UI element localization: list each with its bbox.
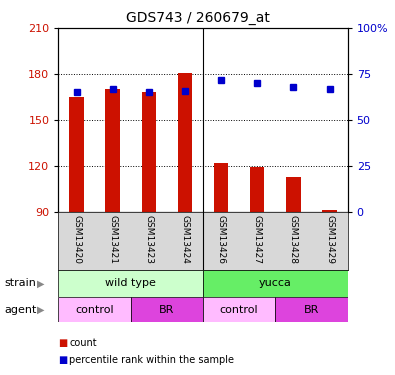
- Bar: [286, 177, 301, 212]
- Text: agent: agent: [4, 304, 36, 315]
- Text: ■: ■: [58, 355, 68, 364]
- Text: GSM13426: GSM13426: [216, 215, 226, 264]
- Bar: [58, 297, 131, 322]
- Bar: [203, 270, 348, 297]
- Text: wild type: wild type: [105, 279, 156, 288]
- Bar: [131, 297, 203, 322]
- Bar: [203, 297, 275, 322]
- Bar: [322, 210, 337, 212]
- Text: GSM13427: GSM13427: [253, 215, 262, 264]
- Text: percentile rank within the sample: percentile rank within the sample: [69, 355, 234, 364]
- Text: count: count: [69, 338, 97, 348]
- Bar: [141, 93, 156, 212]
- Bar: [214, 163, 228, 212]
- Text: GSM13428: GSM13428: [289, 215, 298, 264]
- Text: GDS743 / 260679_at: GDS743 / 260679_at: [126, 11, 269, 25]
- Text: ▶: ▶: [37, 304, 44, 315]
- Text: GSM13429: GSM13429: [325, 215, 334, 264]
- Text: BR: BR: [304, 304, 319, 315]
- Text: GSM13421: GSM13421: [108, 215, 117, 264]
- Bar: [275, 297, 348, 322]
- Bar: [178, 72, 192, 212]
- Bar: [250, 168, 265, 212]
- Text: control: control: [220, 304, 258, 315]
- Bar: [58, 270, 203, 297]
- Text: BR: BR: [159, 304, 175, 315]
- Text: ■: ■: [58, 338, 68, 348]
- Text: GSM13424: GSM13424: [181, 215, 190, 264]
- Bar: [105, 89, 120, 212]
- Bar: [69, 97, 84, 212]
- Text: yucca: yucca: [259, 279, 292, 288]
- Text: control: control: [75, 304, 114, 315]
- Text: strain: strain: [4, 279, 36, 288]
- Text: GSM13420: GSM13420: [72, 215, 81, 264]
- Text: GSM13423: GSM13423: [144, 215, 153, 264]
- Text: ▶: ▶: [37, 279, 44, 288]
